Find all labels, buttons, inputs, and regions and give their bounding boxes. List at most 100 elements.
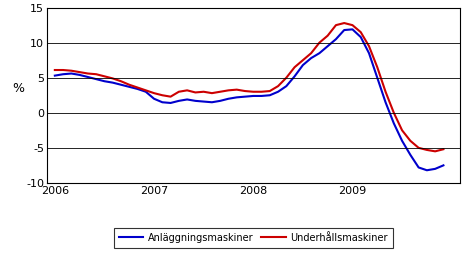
Underhållsmaskiner	[284, 76, 289, 79]
Anläggningsmaskiner	[77, 73, 83, 76]
Anläggningsmaskiner	[317, 52, 322, 55]
Anläggningsmaskiner	[308, 57, 314, 60]
Anläggningsmaskiner	[217, 99, 223, 102]
Anläggningsmaskiner	[234, 96, 240, 99]
Anläggningsmaskiner	[127, 85, 132, 88]
Underhållsmaskiner	[61, 69, 66, 72]
Underhållsmaskiner	[300, 59, 306, 62]
Y-axis label: %: %	[12, 82, 24, 95]
Anläggningsmaskiner	[358, 36, 363, 39]
Line: Underhållsmaskiner: Underhållsmaskiner	[55, 23, 443, 151]
Underhållsmaskiner	[242, 89, 248, 92]
Underhållsmaskiner	[85, 72, 91, 75]
Underhållsmaskiner	[424, 148, 430, 151]
Anläggningsmaskiner	[440, 164, 446, 167]
Anläggningsmaskiner	[226, 97, 231, 100]
Underhållsmaskiner	[399, 129, 405, 132]
Underhållsmaskiner	[77, 71, 83, 74]
Anläggningsmaskiner	[399, 139, 405, 142]
Anläggningsmaskiner	[333, 38, 339, 41]
Underhållsmaskiner	[350, 24, 356, 27]
Underhållsmaskiner	[184, 89, 190, 92]
Underhållsmaskiner	[151, 92, 157, 95]
Anläggningsmaskiner	[275, 90, 281, 93]
Underhållsmaskiner	[317, 41, 322, 44]
Anläggningsmaskiner	[159, 101, 165, 104]
Underhållsmaskiner	[176, 90, 182, 93]
Underhållsmaskiner	[383, 90, 388, 93]
Underhållsmaskiner	[341, 22, 347, 25]
Anläggningsmaskiner	[68, 72, 74, 75]
Underhållsmaskiner	[275, 85, 281, 88]
Underhållsmaskiner	[226, 89, 231, 92]
Underhållsmaskiner	[292, 66, 297, 69]
Anläggningsmaskiner	[184, 98, 190, 101]
Anläggningsmaskiner	[102, 80, 107, 83]
Anläggningsmaskiner	[300, 64, 306, 67]
Anläggningsmaskiner	[259, 94, 265, 98]
Anläggningsmaskiner	[151, 97, 157, 100]
Underhållsmaskiner	[366, 45, 372, 48]
Underhållsmaskiner	[159, 94, 165, 97]
Anläggningsmaskiner	[209, 101, 215, 104]
Underhållsmaskiner	[432, 150, 438, 153]
Anläggningsmaskiner	[366, 52, 372, 55]
Anläggningsmaskiner	[284, 85, 289, 88]
Anläggningsmaskiner	[341, 28, 347, 31]
Underhållsmaskiner	[135, 86, 140, 89]
Underhållsmaskiner	[168, 95, 174, 98]
Underhållsmaskiner	[52, 69, 58, 72]
Underhållsmaskiner	[209, 92, 215, 95]
Anläggningsmaskiner	[391, 122, 397, 125]
Anläggningsmaskiner	[52, 74, 58, 77]
Underhållsmaskiner	[333, 24, 339, 27]
Anläggningsmaskiner	[350, 28, 356, 31]
Underhållsmaskiner	[68, 69, 74, 72]
Anläggningsmaskiner	[193, 99, 198, 102]
Anläggningsmaskiner	[383, 101, 388, 104]
Anläggningsmaskiner	[416, 166, 422, 169]
Underhållsmaskiner	[259, 90, 265, 93]
Anläggningsmaskiner	[408, 153, 413, 156]
Underhållsmaskiner	[325, 34, 331, 37]
Anläggningsmaskiner	[201, 100, 206, 103]
Underhållsmaskiner	[308, 52, 314, 55]
Underhållsmaskiner	[102, 75, 107, 78]
Underhållsmaskiner	[201, 90, 206, 93]
Underhållsmaskiner	[416, 146, 422, 149]
Underhållsmaskiner	[118, 80, 124, 83]
Anläggningsmaskiner	[374, 76, 380, 79]
Anläggningsmaskiner	[250, 94, 256, 98]
Anläggningsmaskiner	[118, 83, 124, 86]
Underhållsmaskiner	[193, 91, 198, 94]
Anläggningsmaskiner	[267, 94, 272, 97]
Underhållsmaskiner	[374, 66, 380, 69]
Anläggningsmaskiner	[135, 87, 140, 90]
Underhållsmaskiner	[250, 90, 256, 93]
Underhållsmaskiner	[217, 90, 223, 93]
Anläggningsmaskiner	[143, 90, 149, 93]
Anläggningsmaskiner	[325, 45, 331, 48]
Anläggningsmaskiner	[85, 75, 91, 78]
Anläggningsmaskiner	[61, 73, 66, 76]
Anläggningsmaskiner	[168, 101, 174, 104]
Underhållsmaskiner	[110, 77, 115, 80]
Anläggningsmaskiner	[176, 99, 182, 102]
Underhållsmaskiner	[267, 89, 272, 92]
Legend: Anläggningsmaskiner, Underhållsmaskiner: Anläggningsmaskiner, Underhållsmaskiner	[114, 228, 393, 248]
Underhållsmaskiner	[93, 73, 99, 76]
Anläggningsmaskiner	[110, 81, 115, 84]
Underhållsmaskiner	[358, 31, 363, 34]
Anläggningsmaskiner	[292, 75, 297, 78]
Underhållsmaskiner	[391, 111, 397, 114]
Underhållsmaskiner	[440, 148, 446, 151]
Anläggningsmaskiner	[432, 167, 438, 170]
Underhållsmaskiner	[234, 88, 240, 91]
Anläggningsmaskiner	[242, 95, 248, 98]
Anläggningsmaskiner	[93, 78, 99, 81]
Underhållsmaskiner	[143, 89, 149, 92]
Underhållsmaskiner	[127, 83, 132, 86]
Underhållsmaskiner	[408, 139, 413, 142]
Anläggningsmaskiner	[424, 169, 430, 172]
Line: Anläggningsmaskiner: Anläggningsmaskiner	[55, 29, 443, 170]
